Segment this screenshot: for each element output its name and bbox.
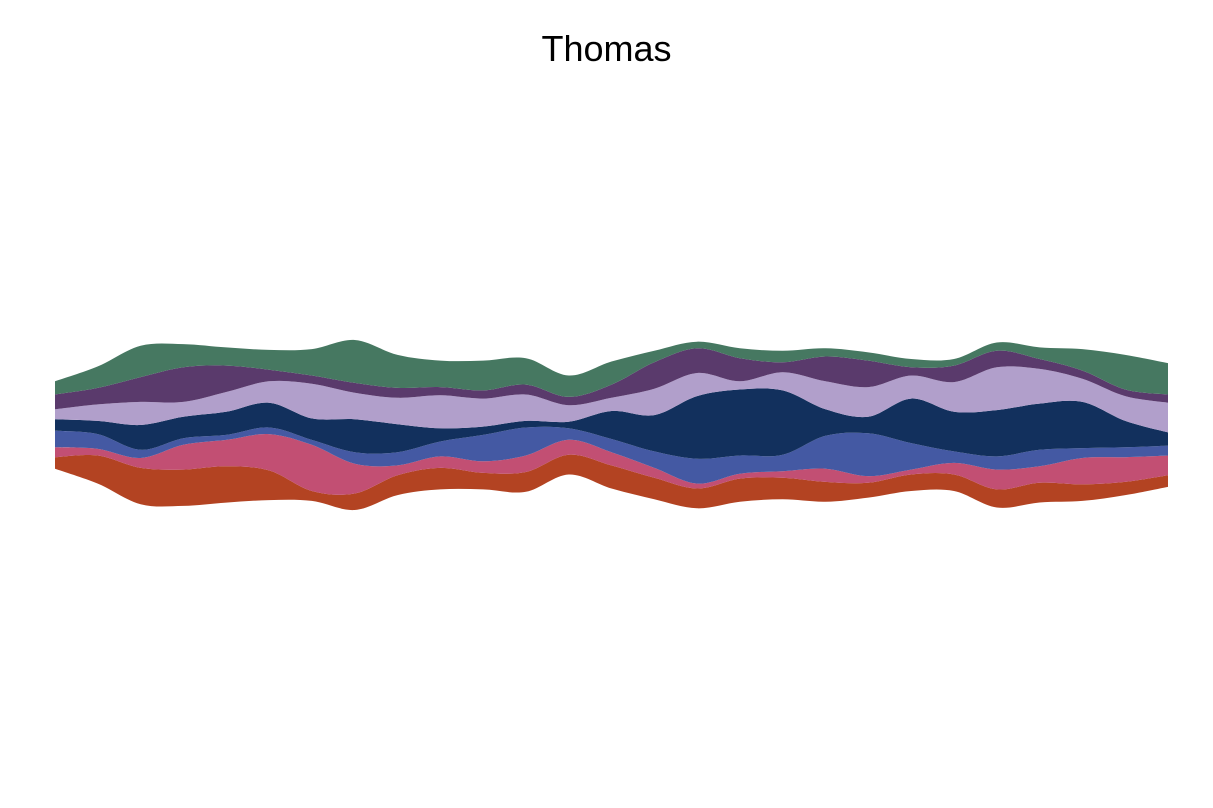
stream-layer-4 <box>55 388 1168 459</box>
stream-layer-2 <box>55 434 1168 495</box>
stream-layer-6 <box>55 348 1168 410</box>
stream-layer-7 <box>55 339 1168 397</box>
chart-title: Thomas <box>541 28 672 69</box>
stream-layer-3 <box>55 426 1168 484</box>
stream-layer-1 <box>55 454 1168 511</box>
stream-layer-5 <box>55 366 1168 433</box>
